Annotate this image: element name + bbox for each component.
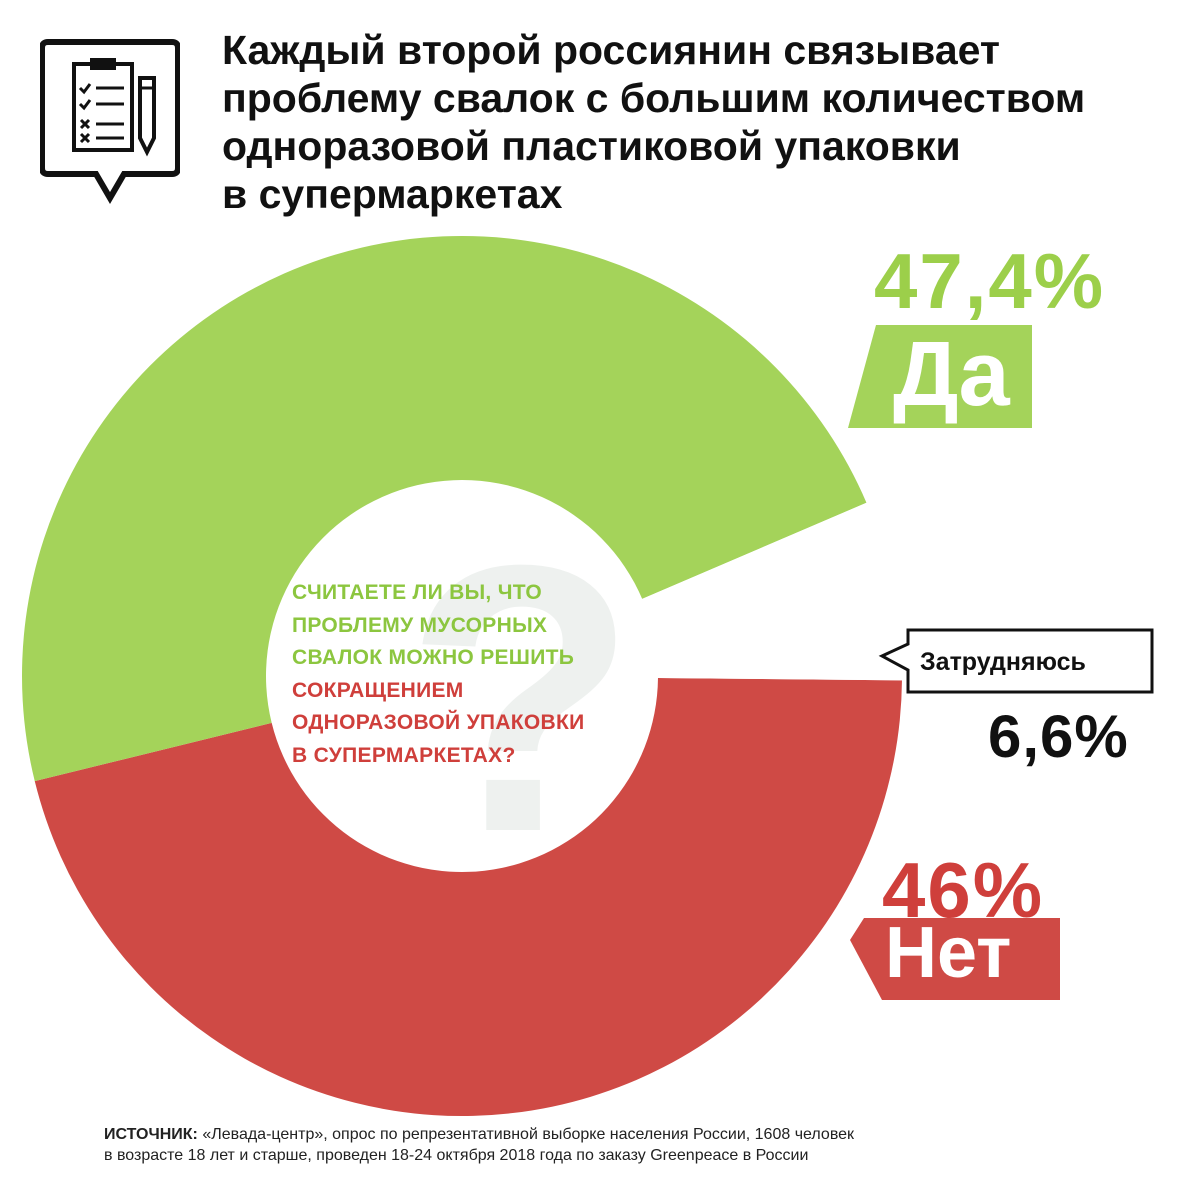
question-line-5: ОДНОРАЗОВОЙ УПАКОВКИ xyxy=(292,711,585,734)
survey-question: СЧИТАЕТЕ ЛИ ВЫ, ЧТО ПРОБЛЕМУ МУСОРНЫХ СВ… xyxy=(292,577,652,772)
source-line-1: ИСТОЧНИК: «Левада-центр», опрос по репре… xyxy=(104,1124,1104,1145)
question-line-2: ПРОБЛЕМУ МУСОРНЫХ xyxy=(292,613,548,637)
yes-label: Да xyxy=(893,323,1010,425)
title-line-3: одноразовой пластиковой упаковки xyxy=(222,123,961,169)
source-note: ИСТОЧНИК: «Левада-центр», опрос по репре… xyxy=(104,1124,1104,1166)
title-line-4: в супермаркетах xyxy=(222,171,563,217)
segment-no xyxy=(34,677,902,1116)
yes-banner xyxy=(848,325,1032,428)
segment-undecided xyxy=(642,502,902,681)
hard-percent-label: 6,6% xyxy=(988,703,1129,770)
no-banner xyxy=(850,918,1060,1000)
clipboard-checklist-icon xyxy=(40,39,180,204)
question-line-4: СОКРАЩЕНИЕМ xyxy=(292,678,464,702)
hard-label: Затрудняюсь xyxy=(920,648,1086,676)
question-line-1: СЧИТАЕТЕ ЛИ ВЫ, ЧТО xyxy=(292,581,542,604)
question-line-3: СВАЛОК МОЖНО РЕШИТЬ xyxy=(292,646,575,669)
hard-banner xyxy=(878,628,1154,694)
title-line-1: Каждый второй россиянин связывает xyxy=(222,27,1000,73)
source-line-2: в возрасте 18 лет и старше, проведен 18-… xyxy=(104,1147,809,1164)
no-percent-label: 46% xyxy=(882,846,1045,934)
no-label: Нет xyxy=(885,913,1012,993)
source-text-1: «Левада-центр», опрос по репрезентативно… xyxy=(197,1126,855,1143)
segment-yes xyxy=(22,236,867,782)
yes-percent-label: 47,4% xyxy=(874,237,1106,325)
source-prefix: ИСТОЧНИК: xyxy=(104,1126,198,1143)
question-line-6: В СУПЕРМАРКЕТАХ? xyxy=(292,743,516,767)
page-title: Каждый второй россиянин связывает пробле… xyxy=(222,26,1182,218)
question-mark-icon: ? xyxy=(405,486,637,911)
title-line-2: проблему свалок с большим количеством xyxy=(222,75,1086,121)
